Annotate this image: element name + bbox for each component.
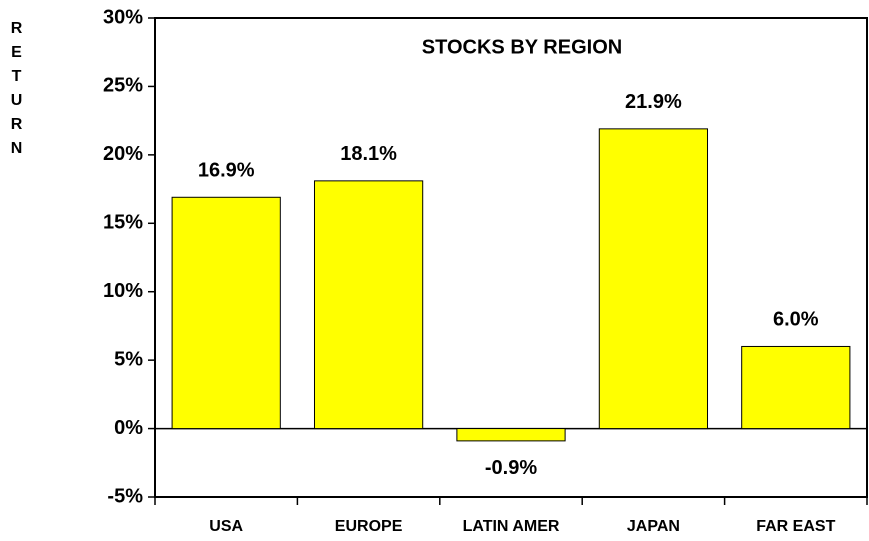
bar	[598, 128, 709, 430]
value-label: 6.0%	[773, 309, 819, 331]
y-tick-label: 0%	[114, 417, 143, 439]
y-axis-label: RETURN	[8, 20, 25, 164]
x-tick-label: LATIN AMER	[463, 518, 560, 535]
y-tick-label: 20%	[103, 143, 143, 165]
bar	[313, 180, 424, 430]
y-tick-label: 15%	[103, 212, 143, 234]
y-tick-label: 5%	[114, 348, 143, 370]
y-tick-label: 10%	[103, 280, 143, 302]
y-tick-label: 25%	[103, 75, 143, 97]
x-tick-label: EUROPE	[335, 518, 403, 535]
value-label: -0.9%	[485, 457, 537, 479]
x-tick-label: FAR EAST	[756, 518, 835, 535]
bar	[456, 428, 566, 442]
y-tick-label: 30%	[103, 6, 143, 28]
value-label: 16.9%	[198, 160, 255, 182]
y-tick-label: -5%	[107, 485, 143, 507]
bar	[171, 196, 281, 430]
value-label: 18.1%	[340, 143, 397, 165]
value-label: 21.9%	[625, 91, 682, 113]
bar	[741, 345, 851, 430]
x-tick-label: USA	[209, 518, 243, 535]
plot-frame	[154, 17, 868, 498]
chart-title: STOCKS BY REGION	[422, 36, 622, 58]
x-tick-label: JAPAN	[627, 518, 680, 535]
